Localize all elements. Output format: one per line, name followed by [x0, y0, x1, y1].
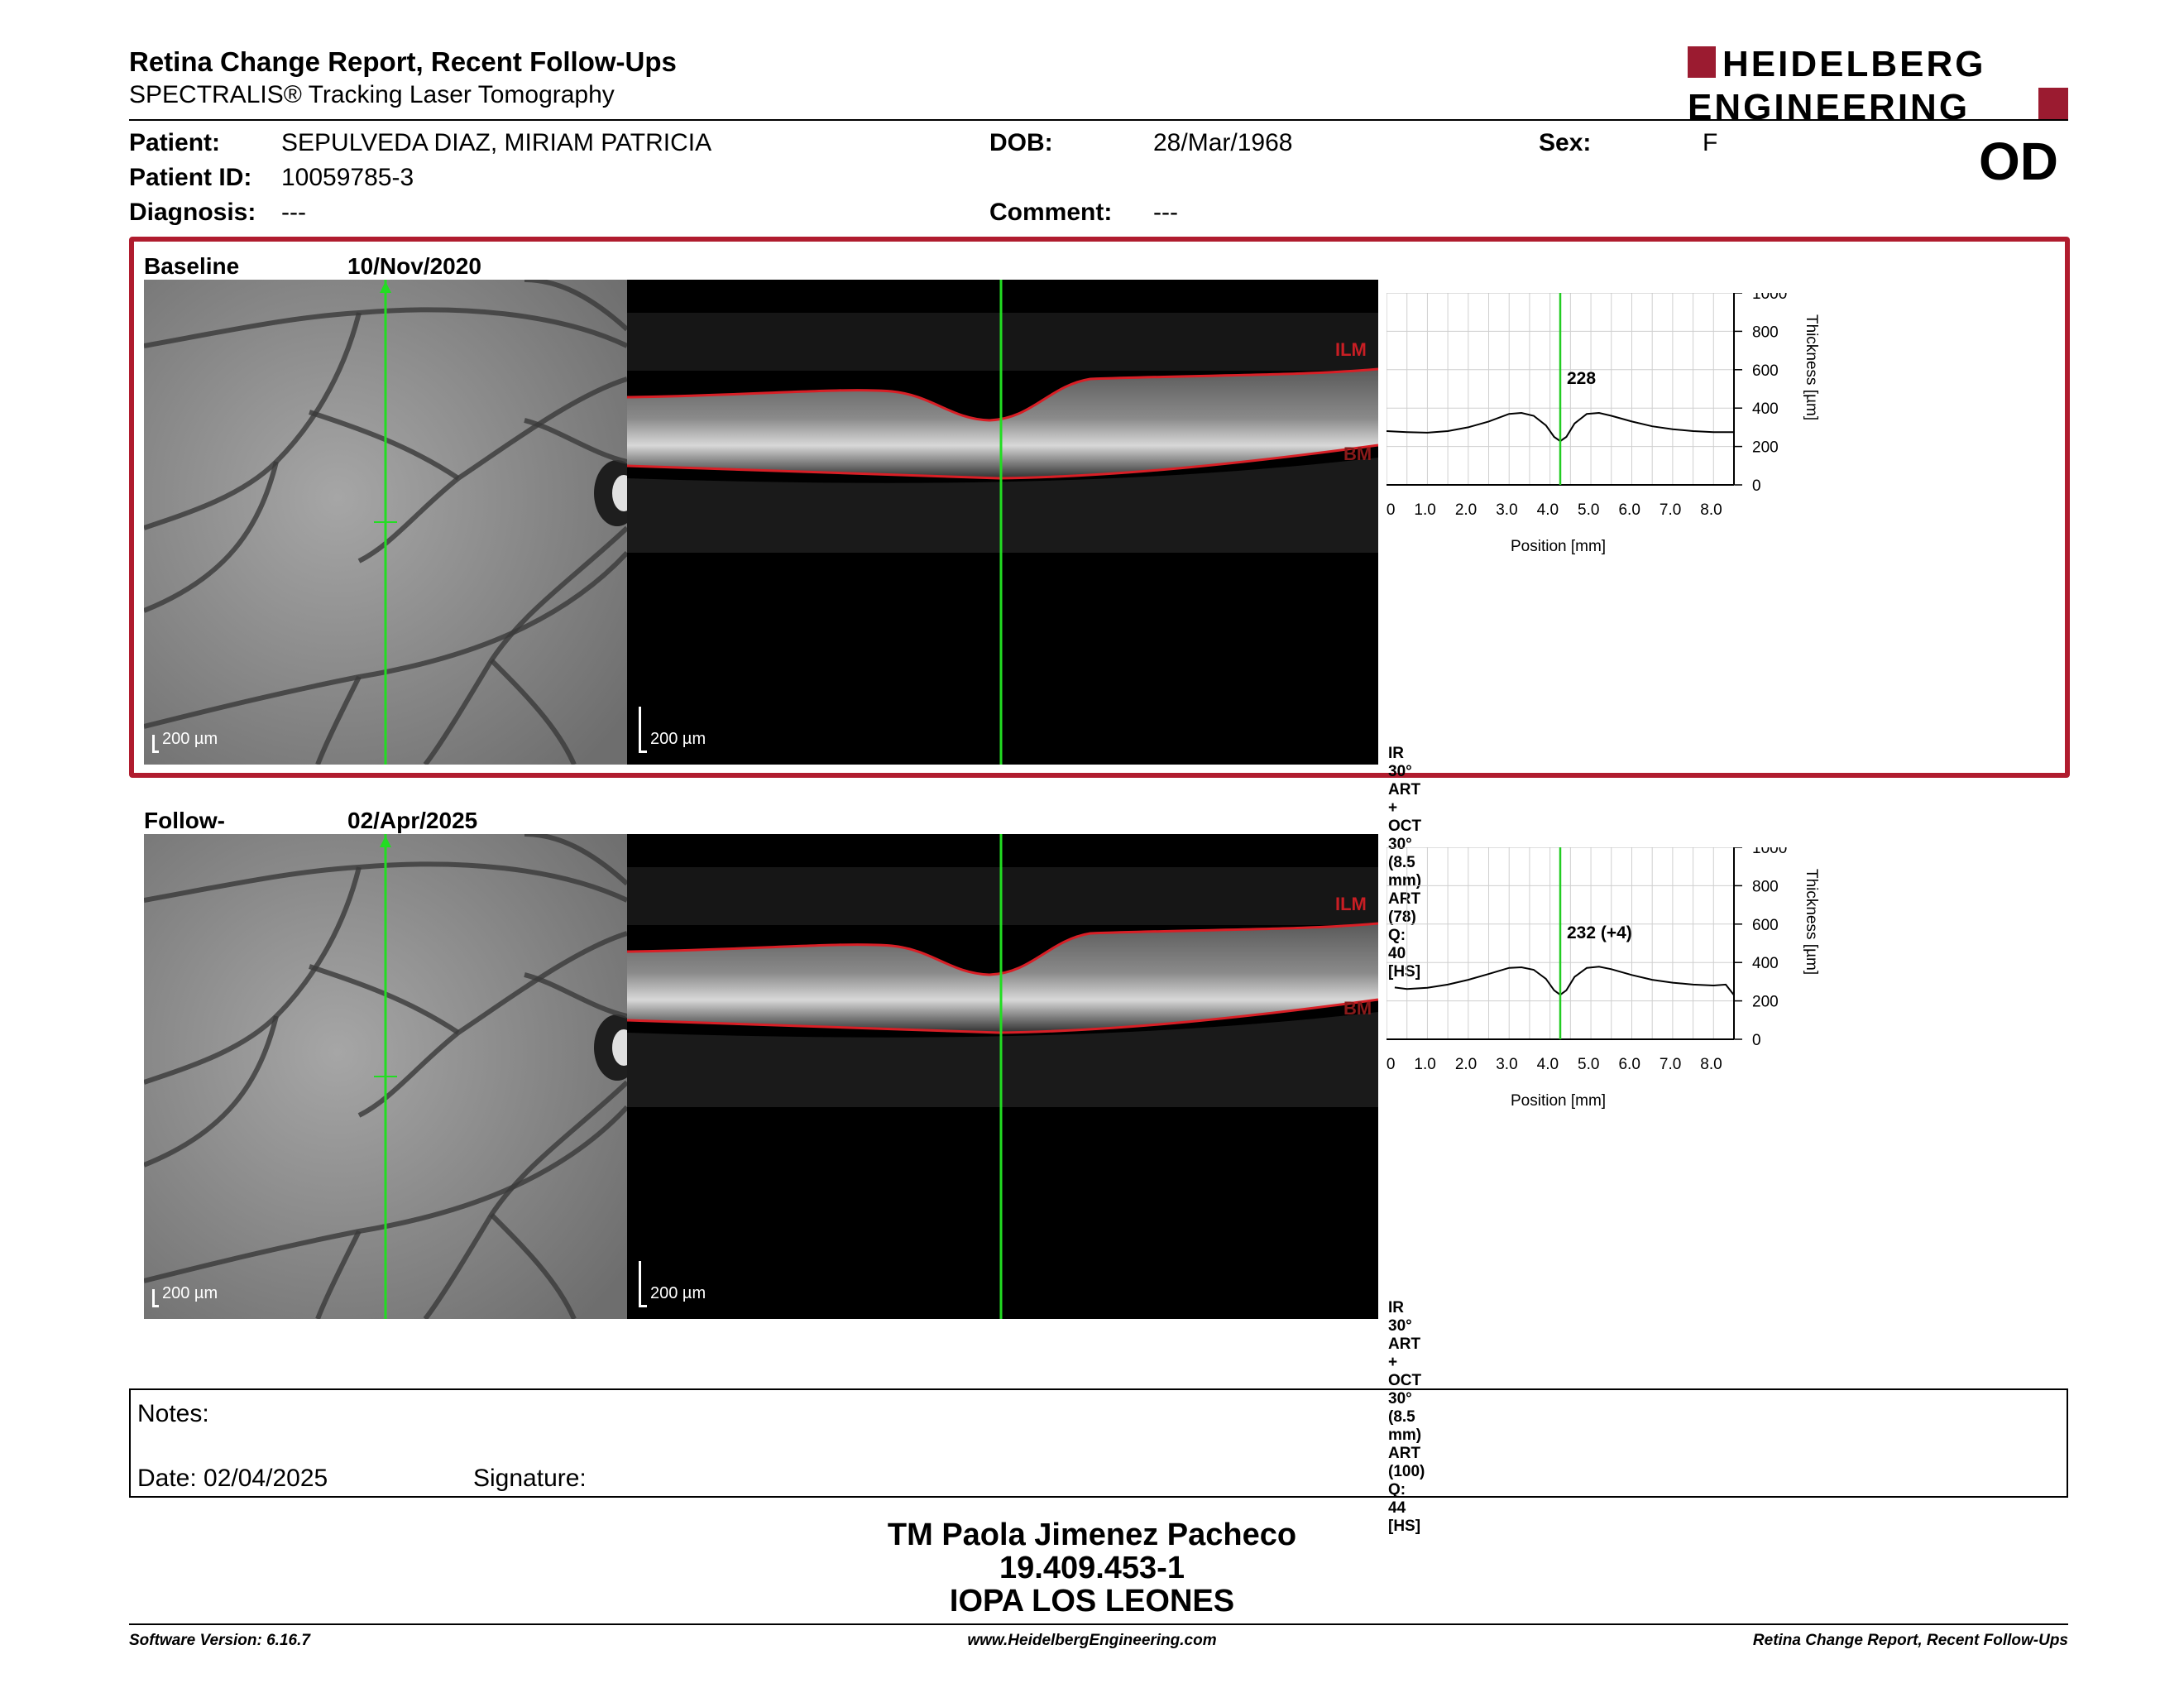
- x-tick-label: 3.0: [1496, 1056, 1517, 1073]
- scan-date: 10/Nov/2020: [347, 253, 481, 279]
- heidelberg-logo: HEIDELBERG ENGINEERING: [1688, 44, 2068, 127]
- signer-organization: IOPA LOS LEONES: [949, 1584, 1235, 1618]
- y-tick-label: 200: [1752, 994, 1779, 1011]
- y-tick-label: 0: [1752, 477, 1761, 495]
- x-tick-label: 3.0: [1496, 501, 1517, 519]
- thickness-value-label: 228: [1567, 369, 1596, 388]
- bm-layer-label: BM: [1343, 444, 1372, 464]
- fundus-image[interactable]: [144, 834, 627, 1319]
- x-tick-label: 0.0: [1387, 501, 1395, 519]
- oct-scale-label: 200 µm: [650, 730, 706, 748]
- y-tick-label: 800: [1752, 324, 1779, 341]
- y-tick-label: 600: [1752, 362, 1779, 380]
- footer-website-link[interactable]: www.HeidelbergEngineering.com: [967, 1632, 1217, 1649]
- x-tick-label: 8.0: [1700, 501, 1722, 519]
- oct-bscan-image[interactable]: ILM BM: [627, 834, 1378, 1319]
- x-tick-label: 2.0: [1455, 1056, 1477, 1073]
- scan-date: 02/Apr/2025: [347, 808, 478, 833]
- report-title: Retina Change Report, Recent Follow-Ups: [129, 46, 677, 77]
- patient-id: 10059785-3: [281, 164, 414, 191]
- x-tick-label: 0.0: [1387, 1056, 1395, 1073]
- y-tick-label: 800: [1752, 878, 1779, 895]
- eye-indicator: OD: [1979, 132, 2058, 191]
- oct-scale-label: 200 µm: [650, 1284, 706, 1302]
- x-axis-label: Position [mm]: [1511, 1092, 1606, 1110]
- x-tick-label: 8.0: [1700, 1056, 1722, 1073]
- fundus-scale-label: 200 µm: [162, 1284, 218, 1302]
- footer-report-name: Retina Change Report, Recent Follow-Ups: [1752, 1632, 2068, 1649]
- ilm-layer-label: ILM: [1335, 339, 1367, 360]
- comment-value: ---: [1153, 199, 1178, 226]
- y-tick-label: 400: [1752, 955, 1779, 972]
- report-subtitle: SPECTRALIS® Tracking Laser Tomography: [129, 81, 615, 108]
- notes-box[interactable]: Notes: Date: 02/04/2025 Signature:: [129, 1388, 2068, 1498]
- x-tick-label: 6.0: [1618, 501, 1640, 519]
- heidelberg-logo-mark: HEIDELBERG ENGINEERING: [1688, 44, 2068, 127]
- y-tick-label: 400: [1752, 400, 1779, 418]
- x-tick-label: 2.0: [1455, 501, 1477, 519]
- x-tick-label: 6.0: [1618, 1056, 1640, 1073]
- x-tick-label: 1.0: [1414, 501, 1435, 519]
- fundus-scale-bar: [152, 1289, 159, 1307]
- notes-label: Notes:: [137, 1400, 209, 1427]
- x-tick-label: 4.0: [1537, 1056, 1559, 1073]
- header-rule: [129, 119, 2068, 121]
- diagnosis-label: Diagnosis:: [129, 199, 256, 226]
- image-strip: 200 µm ILM BM 200 µm: [144, 280, 1378, 765]
- notes-date: Date: 02/04/2025: [137, 1465, 328, 1492]
- y-tick-label: 200: [1752, 439, 1779, 457]
- x-tick-label: 5.0: [1578, 501, 1599, 519]
- footer-rule: [129, 1623, 2068, 1625]
- dob-value: 28/Mar/1968: [1153, 129, 1293, 156]
- signer-rut: 19.409.453-1: [999, 1551, 1185, 1585]
- dob-label: DOB:: [989, 129, 1053, 156]
- scan-label: Baseline: [144, 253, 240, 279]
- y-tick-label: 1000: [1752, 847, 1787, 857]
- scan-protocol: IR 30° ART + OCT 30° (8.5 mm) ART (100) …: [1388, 1299, 1425, 1535]
- ilm-layer-label: ILM: [1335, 894, 1367, 914]
- sex-value: F: [1703, 129, 1718, 156]
- comment-label: Comment:: [989, 199, 1113, 226]
- oct-scale-bar: [639, 707, 647, 753]
- y-axis-label: Thickness [µm]: [1803, 314, 1820, 420]
- bm-layer-label: BM: [1343, 998, 1372, 1019]
- patient-name-label: Patient:: [129, 129, 221, 156]
- x-tick-label: 1.0: [1414, 1056, 1435, 1073]
- logo-line-1: HEIDELBERG: [1722, 45, 1985, 84]
- thickness-series-line: [1394, 966, 1735, 996]
- footer-software-version: Software Version: 6.16.7: [129, 1632, 310, 1649]
- oct-scale-bar: [639, 1261, 647, 1307]
- x-tick-label: 5.0: [1578, 1056, 1599, 1073]
- x-tick-label: 4.0: [1537, 501, 1559, 519]
- signer-name: TM Paola Jimenez Pacheco: [887, 1518, 1297, 1552]
- x-axis-label: Position [mm]: [1511, 538, 1606, 555]
- y-axis-label: Thickness [µm]: [1803, 869, 1820, 975]
- signature-label: Signature:: [473, 1465, 587, 1492]
- y-tick-label: 1000: [1752, 293, 1787, 303]
- scan-protocol: IR 30° ART + OCT 30° (8.5 mm) ART (78) Q…: [1388, 745, 1422, 981]
- thickness-value-label: 232 (+4): [1567, 923, 1632, 942]
- fundus-scale-bar: [152, 735, 159, 753]
- patient-id-label: Patient ID:: [129, 164, 252, 191]
- baseline-selected-frame: [129, 237, 2070, 778]
- x-tick-label: 7.0: [1660, 1056, 1681, 1073]
- sex-label: Sex:: [1539, 129, 1592, 156]
- thickness-chart: 0 200 400 600 800 1000 0.0 1.0 2.0 3.0 4.0 5.0 6.0 7.…: [1387, 847, 1820, 1110]
- fundus-scale-label: 200 µm: [162, 730, 218, 748]
- patient-name: SEPULVEDA DIAZ, MIRIAM PATRICIA: [281, 129, 712, 156]
- thickness-chart: 0 200 400 600 800 1000 0.0 1.0 2.0 3.0 4.0 5.0 6.0 7.…: [1387, 293, 1820, 555]
- oct-bscan-image[interactable]: ILM BM: [627, 280, 1378, 765]
- image-strip: 200 µm ILM BM 200 µm: [144, 834, 1378, 1319]
- y-tick-label: 0: [1752, 1032, 1761, 1049]
- x-tick-label: 7.0: [1660, 501, 1681, 519]
- y-tick-label: 600: [1752, 917, 1779, 934]
- fundus-image[interactable]: [144, 280, 627, 765]
- diagnosis-value: ---: [281, 199, 306, 226]
